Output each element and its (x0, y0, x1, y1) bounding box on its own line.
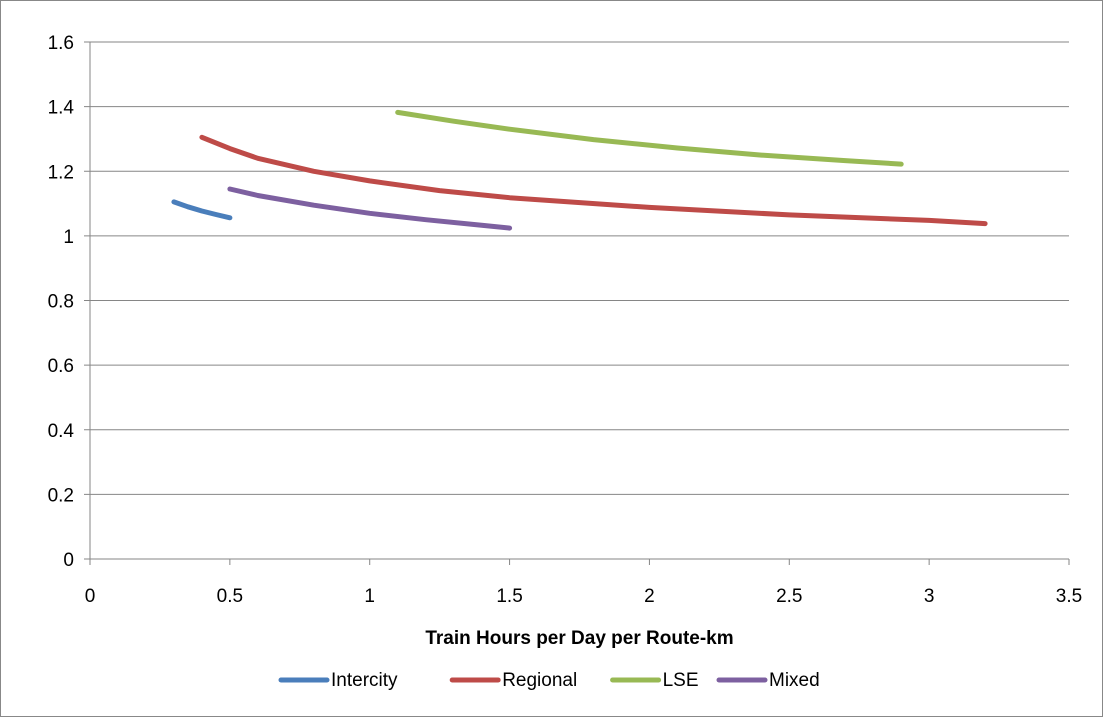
legend: Intercity Regional LSE Mixed (278, 670, 820, 691)
series-line-mixed (227, 186, 513, 231)
series-line-regional (199, 134, 988, 227)
x-tick-label: 2 (644, 586, 655, 607)
legend-label-lse: LSE (663, 670, 699, 691)
x-tick-label: 1 (364, 586, 375, 607)
y-tick-label: 1.4 (48, 98, 75, 119)
x-tick-label: 3 (924, 586, 935, 607)
x-tick-label: 2.5 (776, 586, 802, 607)
y-tick-label: 0.4 (48, 421, 75, 442)
legend-label-regional: Regional (502, 670, 577, 691)
x-tick-label: 3.5 (1056, 586, 1082, 607)
x-tick-label: 0 (85, 586, 96, 607)
legend-label-intercity: Intercity (331, 670, 398, 691)
series-line-lse (395, 109, 904, 167)
x-tick-label: 0.5 (217, 586, 243, 607)
y-tick-label: 1.2 (48, 162, 74, 183)
series-line-intercity (171, 199, 233, 221)
y-tick-label: 0.8 (48, 292, 74, 313)
x-axis-title: Train Hours per Day per Route-km (425, 628, 733, 649)
y-tick-label: 0.6 (48, 356, 74, 377)
y-tick-label: 0.2 (48, 485, 74, 506)
y-tick-label: 1.6 (48, 33, 74, 54)
legend-label-mixed: Mixed (769, 670, 820, 691)
y-tick-label: 0 (63, 550, 74, 571)
y-tick-label: 1 (63, 227, 74, 248)
x-tick-label: 1.5 (496, 586, 522, 607)
